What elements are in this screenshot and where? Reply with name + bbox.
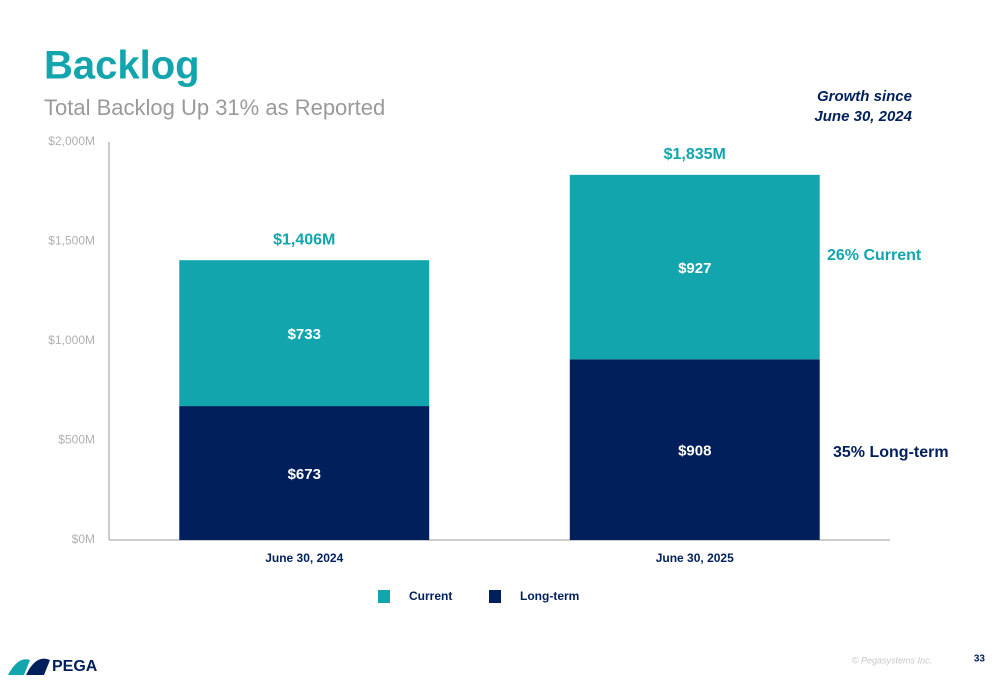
- growth-note: Growth since: [817, 88, 912, 105]
- y-tick-label: $2,000M: [48, 134, 95, 148]
- bar-segment: [569, 359, 820, 540]
- value-label: $927: [678, 260, 711, 277]
- value-label: $673: [288, 466, 321, 483]
- slide-title: Backlog: [44, 44, 200, 88]
- pega-logo: PEGA: [8, 658, 98, 675]
- logo-text: PEGA: [52, 658, 98, 675]
- value-label: $733: [288, 326, 321, 343]
- legend-label: Long-term: [520, 589, 579, 603]
- annotation: 35% Long-term: [833, 444, 949, 461]
- legend-label: Current: [409, 589, 452, 603]
- value-label: $908: [678, 443, 711, 460]
- y-tick-label: $1,500M: [48, 234, 95, 248]
- legend-swatch: [378, 590, 390, 603]
- x-tick-label: June 30, 2024: [265, 551, 343, 565]
- annotation: 26% Current: [827, 247, 922, 264]
- y-tick-label: $500M: [58, 433, 95, 447]
- total-label: $1,406M: [273, 231, 335, 248]
- growth-note: June 30, 2024: [814, 108, 912, 125]
- total-label: $1,835M: [664, 146, 726, 163]
- slide-subtitle: Total Backlog Up 31% as Reported: [44, 95, 385, 120]
- bar-segment: [179, 260, 430, 407]
- bar-segment: [569, 174, 820, 360]
- copyright: © Pegasystems Inc.: [852, 655, 932, 665]
- legend-swatch: [489, 590, 501, 603]
- logo-shape: [26, 658, 50, 675]
- x-tick-label: June 30, 2025: [656, 551, 734, 565]
- page-number: 33: [974, 654, 986, 665]
- logo-shape: [8, 659, 30, 675]
- y-tick-label: $0M: [72, 532, 95, 546]
- bar-segment: [179, 406, 430, 540]
- y-tick-label: $1,000M: [48, 333, 95, 347]
